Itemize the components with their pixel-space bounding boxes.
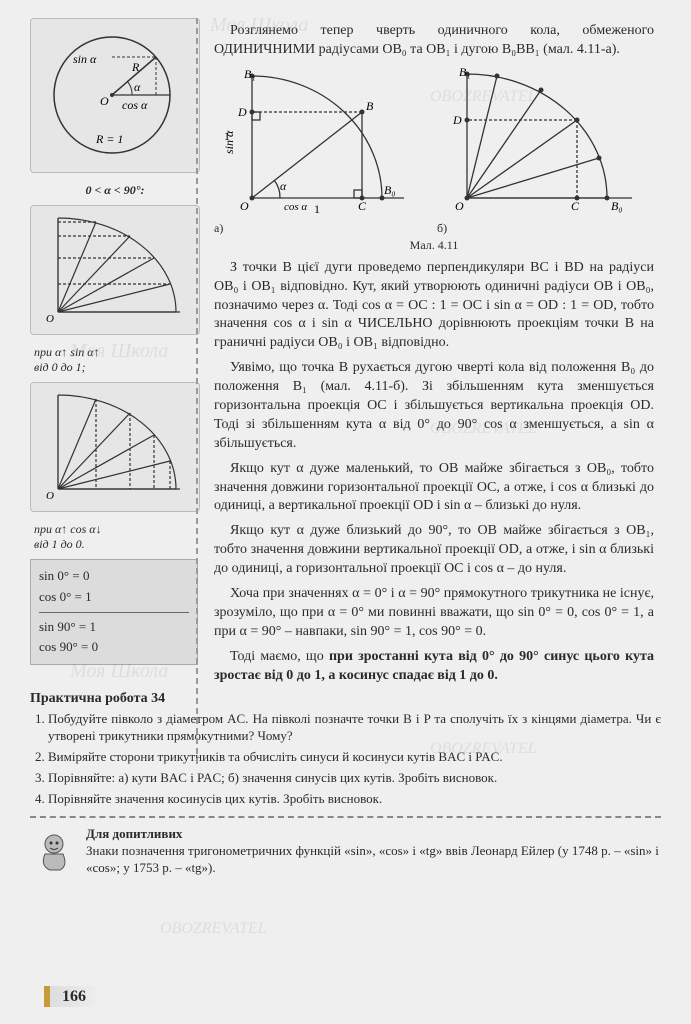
task-1: Побудуйте півколо з діаметром AC. На пів… [48,711,661,745]
sin-increase-note: при α↑ sin α↑ від 0 до 1; [34,345,196,376]
unit-circle-diagram: sin α R α O cos α R = 1 [30,18,200,173]
curious-title: Для допитливих [86,826,661,843]
svg-text:D: D [237,105,247,119]
fan-cos-diagram: O [30,382,200,512]
formula-cos90: cos 90° = 0 [39,637,189,658]
svg-text:R: R [131,60,140,74]
fan-sin-diagram: O [30,205,200,335]
task-list: Побудуйте півколо з діаметром AC. На пів… [48,711,661,807]
page-number: 166 [44,988,98,1006]
curious-section: Для допитливих Знаки позначення тригоном… [30,826,661,877]
fig-b-letter: б) [437,221,654,236]
svg-text:cos α: cos α [284,201,307,213]
formula-box: sin 0° = 0 cos 0° = 1 sin 90° = 1 cos 90… [30,559,198,665]
curious-body: Знаки позначення тригонометричних функці… [86,843,661,877]
fig-4-11-caption: Мал. 4.11 [214,238,654,253]
svg-text:B₁: B₁ [459,66,471,79]
watermark: OBOZREVATEL [160,920,267,938]
svg-text:α: α [134,80,141,94]
svg-text:1: 1 [224,129,230,143]
paragraph-5: Якщо кут α дуже близький до 90°, то OB м… [214,522,654,579]
svg-text:cos α: cos α [122,98,148,112]
svg-text:R = 1: R = 1 [95,132,123,146]
paragraph-4: Якщо кут α дуже маленький, то OB майже з… [214,460,654,517]
svg-text:B₀: B₀ [384,183,396,197]
paragraph-intro: Розглянемо тепер чверть одиничного кола,… [214,22,654,60]
cos-decrease-note: при α↑ cos α↓ від 1 до 0. [34,522,196,553]
figure-4-11: B₁ D B B₀ O C sin α cos α 1 1 α а) [214,66,654,236]
svg-text:1: 1 [314,202,320,216]
svg-text:C: C [571,199,580,213]
svg-text:B: B [366,99,374,113]
thinker-icon [30,826,78,874]
svg-text:O: O [455,199,464,213]
section-divider [30,816,661,818]
svg-text:O: O [46,313,54,325]
svg-text:sin α: sin α [73,52,97,66]
task-3: Порівняйте: а) кути BAC і PAC; б) значен… [48,770,661,787]
paragraph-7: Тоді маємо, що при зростанні кута від 0°… [214,648,654,686]
paragraph-2: З точки B цієї дуги проведемо перпендику… [214,259,654,353]
practical-work-title: Практична робота 34 [30,691,661,707]
task-4: Порівняйте значення косинусів цих кутів.… [48,791,661,808]
paragraph-6: Хоча при значеннях α = 0° і α = 90° прям… [214,585,654,642]
svg-text:B₀: B₀ [611,199,623,213]
svg-text:B₁: B₁ [244,67,256,81]
formula-sin0: sin 0° = 0 [39,566,189,587]
svg-text:C: C [358,199,367,213]
column-divider [196,18,198,764]
svg-text:α: α [280,179,287,193]
fig-a-letter: а) [214,221,431,236]
paragraph-3: Уявімо, що точка B рухається дугою чверт… [214,359,654,453]
angle-range-label: 0 < α < 90°: [34,183,196,199]
formula-sin90: sin 90° = 1 [39,617,189,638]
task-2: Виміряйте сторони трикутників та обчислі… [48,749,661,766]
svg-text:O: O [240,199,249,213]
svg-text:O: O [46,490,54,502]
svg-text:O: O [100,94,109,108]
svg-text:D: D [452,113,462,127]
formula-cos0: cos 0° = 1 [39,587,189,608]
